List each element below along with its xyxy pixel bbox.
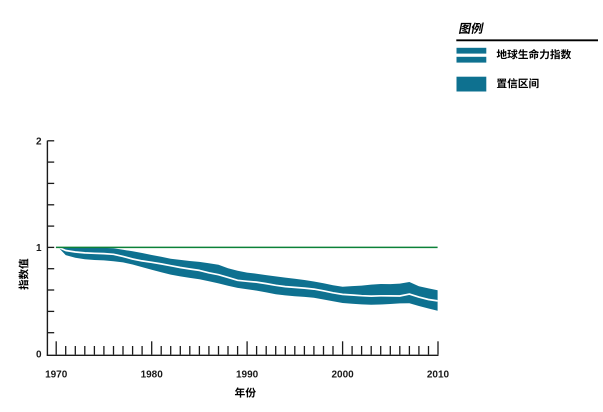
svg-text:2010: 2010 <box>427 370 450 381</box>
svg-text:1970: 1970 <box>45 370 68 381</box>
svg-text:2: 2 <box>36 136 42 147</box>
svg-text:1: 1 <box>36 243 42 254</box>
svg-text:1990: 1990 <box>236 370 259 381</box>
svg-text:2000: 2000 <box>331 370 354 381</box>
svg-text:0: 0 <box>36 350 42 361</box>
svg-text:1980: 1980 <box>141 370 164 381</box>
